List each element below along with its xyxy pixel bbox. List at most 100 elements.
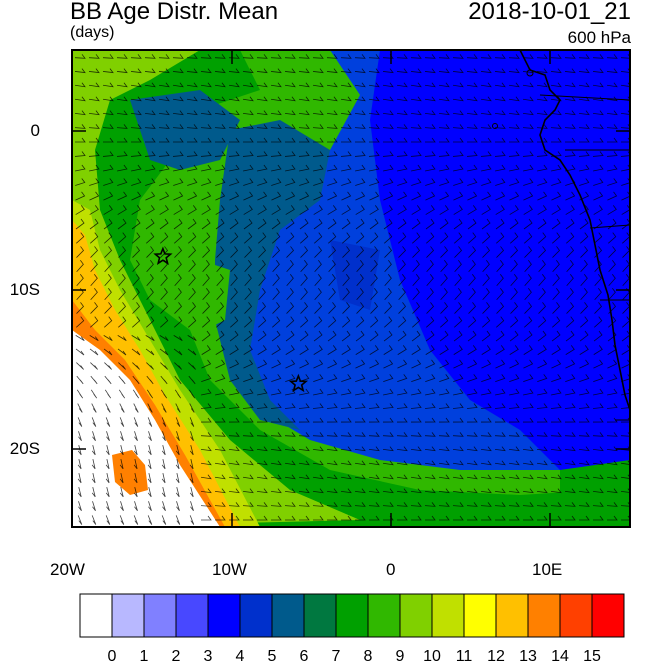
wind-barb <box>550 124 562 129</box>
wind-barb <box>466 68 478 74</box>
wind-barb <box>467 330 477 342</box>
wind-barb <box>200 110 212 116</box>
wind-barb <box>90 389 98 399</box>
wind-barb <box>453 164 464 172</box>
wind-barb <box>454 232 463 244</box>
colorbar-swatch <box>143 593 177 638</box>
wind-barb <box>370 246 379 258</box>
wind-barb <box>214 68 226 74</box>
wind-barb <box>524 288 532 300</box>
wind-barb <box>593 191 604 201</box>
wind-barb <box>89 218 99 230</box>
wind-barb <box>102 68 114 74</box>
wind-barb <box>466 502 478 507</box>
colorbar-label: 0 <box>107 648 117 665</box>
wind-barb <box>271 191 282 201</box>
wind-barb <box>146 375 154 385</box>
wind-barb <box>453 191 464 201</box>
wind-barb <box>522 82 534 88</box>
wind-barb <box>326 488 338 494</box>
wind-barb <box>76 362 84 370</box>
wind-barb <box>313 388 324 396</box>
wind-barb <box>132 302 141 314</box>
wind-barb <box>326 124 338 129</box>
datetime-label: 2018-10-01_21 <box>468 0 631 25</box>
wind-barb <box>368 54 380 59</box>
wind-barb <box>271 330 281 342</box>
wind-barb <box>410 54 422 59</box>
wind-barb <box>201 374 212 382</box>
wind-barb <box>383 359 394 369</box>
wind-barb <box>412 288 420 300</box>
wind-barb <box>75 178 86 186</box>
wind-barb <box>508 432 520 437</box>
wind-barb <box>495 164 506 172</box>
wind-barb <box>160 232 169 244</box>
wind-barb <box>173 164 184 172</box>
wind-barb <box>410 96 422 102</box>
wind-barb <box>201 191 212 201</box>
wind-barb <box>159 335 169 341</box>
wind-barb <box>77 487 82 498</box>
wind-barb <box>188 362 196 370</box>
wind-barb <box>482 246 491 258</box>
wind-barb <box>173 348 183 356</box>
wind-barb <box>467 218 477 230</box>
wind-barb <box>440 232 449 244</box>
wind-barb <box>496 232 505 244</box>
wind-barb <box>523 191 534 201</box>
wind-barb <box>74 68 86 74</box>
wind-barb <box>189 515 195 525</box>
wind-barb <box>480 474 492 480</box>
wind-barb <box>216 274 224 287</box>
wind-barb <box>480 54 492 59</box>
wind-barb <box>258 316 267 328</box>
wind-barb <box>620 502 630 507</box>
wind-barb <box>214 96 226 102</box>
wind-barb <box>326 68 338 74</box>
colorbar-label: 11 <box>455 648 473 665</box>
wind-barb <box>173 218 183 230</box>
wind-barb <box>410 68 422 74</box>
wind-barb <box>228 502 240 507</box>
star-icon <box>288 373 309 393</box>
wind-barb <box>566 246 575 258</box>
wind-barb <box>298 137 310 143</box>
wind-barb <box>188 302 197 314</box>
wind-barb <box>90 302 99 314</box>
wind-barb <box>257 218 267 230</box>
wind-barb <box>229 205 239 215</box>
wind-barb <box>580 302 589 314</box>
wind-barb <box>566 274 574 287</box>
wind-barb <box>536 403 548 409</box>
wind-barb <box>146 232 155 244</box>
wind-barb <box>454 246 463 258</box>
wind-barb <box>298 110 310 116</box>
wind-barb <box>522 403 534 409</box>
wind-barb <box>257 205 267 215</box>
wind-barb <box>538 232 547 244</box>
wind-barb <box>256 68 268 74</box>
wind-barb <box>74 82 86 88</box>
wind-barb <box>326 110 338 116</box>
colorbar-swatch <box>463 593 497 638</box>
wind-barb <box>214 474 226 480</box>
wind-barb <box>202 246 211 258</box>
wind-barb <box>326 403 338 409</box>
units-label: (days) <box>70 24 115 41</box>
wind-barb <box>146 246 155 258</box>
wind-barb <box>452 151 464 157</box>
wind-barb <box>354 137 366 143</box>
wind-barb <box>564 151 576 157</box>
wind-barb <box>116 82 128 88</box>
wind-barb <box>454 260 462 272</box>
wind-barb <box>103 335 113 341</box>
wind-barb <box>508 417 520 423</box>
wind-barb <box>243 205 253 215</box>
wind-barb <box>327 359 338 369</box>
wind-barb <box>91 403 97 413</box>
wind-barb <box>510 246 519 258</box>
wind-barb <box>383 374 394 382</box>
wind-barb <box>88 137 100 143</box>
wind-barb <box>201 178 212 186</box>
